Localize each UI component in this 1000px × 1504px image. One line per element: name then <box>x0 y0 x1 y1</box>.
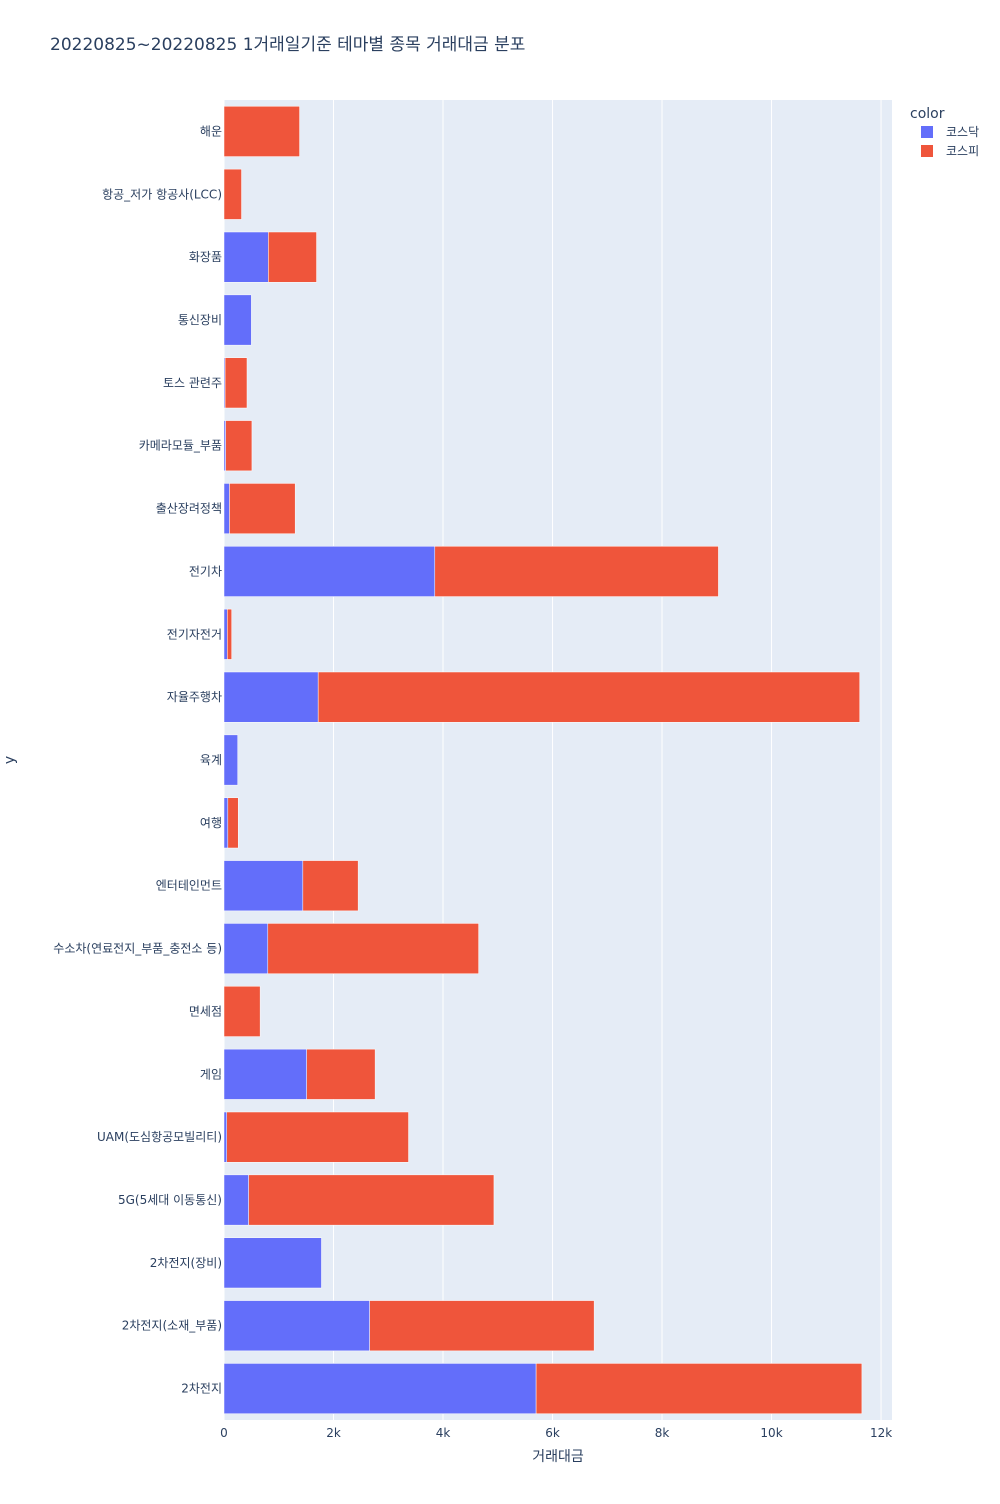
y-tick-label: 엔터테인먼트 <box>156 879 222 893</box>
y-tick-label: 수소차(연료전지_부품_충전소 등) <box>53 942 222 956</box>
y-tick-label: 화장품 <box>189 250 222 264</box>
x-tick-label: 0 <box>220 1426 228 1440</box>
y-tick-label: 자율주행차 <box>167 689 222 704</box>
legend-item-label[interactable]: 코스피 <box>946 144 979 158</box>
bar-코스피 <box>227 608 232 660</box>
y-tick-label: UAM(도심항공모빌리티) <box>97 1130 222 1144</box>
bar-코스닥 <box>223 671 319 723</box>
x-tick-label: 4k <box>436 1426 451 1440</box>
bar-코스피 <box>369 1300 595 1352</box>
bar-코스피 <box>535 1363 863 1414</box>
y-tick-label: 2차전지(소재_부품) <box>122 1319 222 1333</box>
y-tick-label: 2차전지 <box>181 1382 222 1396</box>
bar-코스닥 <box>223 1174 249 1226</box>
bar-코스닥 <box>223 797 229 849</box>
chart-title: 20220825~20220825 1거래일기준 테마별 종목 거래대금 분포 <box>50 35 525 55</box>
bar-코스피 <box>223 986 261 1037</box>
y-tick-label: 카메라모듈_부품 <box>139 439 222 453</box>
legend-swatch[interactable] <box>921 126 933 138</box>
bar-코스닥 <box>223 1363 537 1414</box>
y-tick-label: 육계 <box>200 753 222 767</box>
x-tick-label: 10k <box>760 1426 782 1440</box>
bar-코스피 <box>227 797 239 849</box>
y-tick-label: 해운 <box>200 124 222 138</box>
y-axis-title: y <box>2 756 18 764</box>
bar-코스피 <box>317 671 860 723</box>
legend-item-label[interactable]: 코스닥 <box>946 125 979 139</box>
bar-코스피 <box>229 483 296 534</box>
y-tick-label: 전기차 <box>189 564 222 578</box>
bar-코스닥 <box>223 231 269 283</box>
y-tick-label: 면세점 <box>189 1004 222 1018</box>
bar-코스닥 <box>223 923 269 974</box>
bar-코스피 <box>223 168 242 220</box>
bar-코스닥 <box>223 860 304 912</box>
legend-swatch[interactable] <box>921 145 933 157</box>
x-tick-label: 6k <box>545 1426 560 1440</box>
x-axis-ticks: 0 2k 4k 6k 8k 10k 12k <box>220 1426 892 1440</box>
bar-코스닥 <box>223 1237 322 1289</box>
y-tick-label: 5G(5세대 이동통신) <box>118 1193 222 1207</box>
y-tick-label: 게임 <box>200 1067 222 1081</box>
y-tick-label: 토스 관련주 <box>163 376 222 390</box>
bar-코스닥 <box>223 1300 370 1352</box>
bar-코스닥 <box>223 1111 227 1163</box>
bar-코스피 <box>225 420 253 472</box>
bar-코스닥 <box>223 483 230 534</box>
x-tick-label: 2k <box>326 1426 341 1440</box>
y-tick-label: 항공_저가 항공사(LCC) <box>102 187 222 201</box>
bars <box>223 106 863 1414</box>
y-tick-label: 전기자전거 <box>167 627 222 641</box>
bar-코스피 <box>267 923 479 974</box>
x-axis-title: 거래대금 <box>532 1449 584 1465</box>
bar-코스닥 <box>223 1048 307 1100</box>
bar-코스피 <box>248 1174 495 1226</box>
y-tick-label: 여행 <box>200 815 222 830</box>
x-tick-label: 12k <box>870 1426 892 1440</box>
bar-코스닥 <box>223 608 228 660</box>
y-axis-ticks: 2차전지 2차전지(소재_부품) 2차전지(장비) 5G(5세대 이동통신) UAM(도… <box>53 124 222 1395</box>
bar-코스피 <box>226 1111 409 1163</box>
bar-코스닥 <box>223 546 436 597</box>
legend-title: color <box>910 106 945 122</box>
x-tick-label: 8k <box>655 1426 670 1440</box>
bar-코스피 <box>434 546 719 597</box>
bar-코스피 <box>302 860 359 912</box>
bar-코스닥 <box>223 294 252 346</box>
bar-코스피 <box>268 231 317 283</box>
y-tick-label: 출산장려정책 <box>156 501 222 516</box>
bar-코스피 <box>224 357 248 409</box>
bar-코스피 <box>223 106 300 157</box>
y-tick-label: 통신장비 <box>178 313 222 327</box>
bar-코스닥 <box>223 734 238 786</box>
bar-코스피 <box>306 1048 376 1100</box>
y-tick-label: 2차전지(장비) <box>150 1256 222 1270</box>
